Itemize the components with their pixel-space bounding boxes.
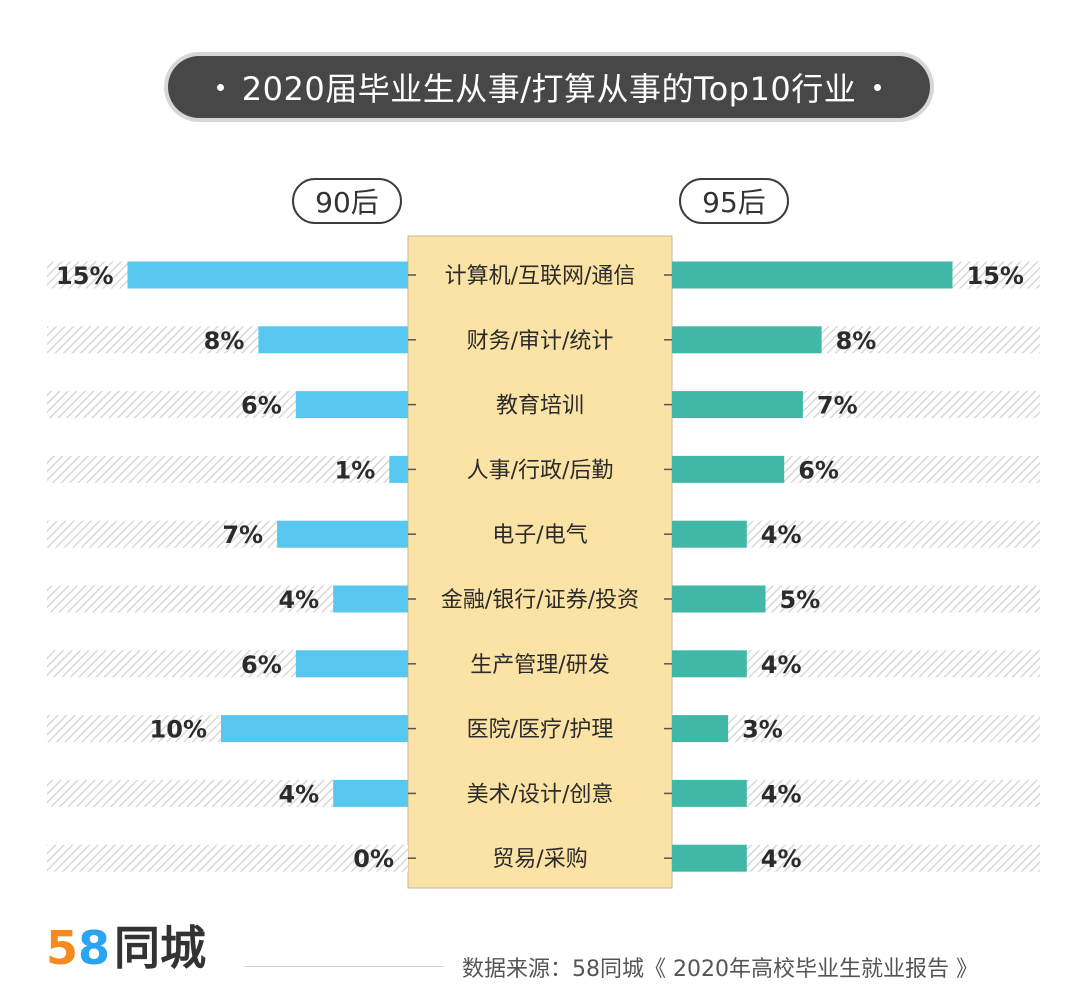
bar-95 [672, 650, 747, 678]
right-track [672, 779, 1040, 807]
category-label: 人事/行政/后勤 [467, 458, 614, 483]
value-label-90: 6% [241, 651, 282, 679]
left-track [47, 715, 408, 743]
bar-95 [672, 779, 747, 807]
right-track [672, 261, 1040, 289]
bar-95 [672, 844, 747, 872]
title-pill: 2020届毕业生从事/打算从事的Top10行业 [168, 56, 930, 118]
category-label: 计算机/互联网/通信 [445, 264, 636, 289]
value-label-95: 4% [761, 845, 802, 873]
category-label: 生产管理/研发 [470, 653, 609, 678]
left-track [47, 261, 408, 289]
bar-95 [672, 391, 803, 419]
footer-divider [245, 966, 443, 967]
value-label-95: 15% [967, 262, 1024, 290]
logo-text: 同城 [114, 921, 207, 975]
value-label-90: 1% [335, 456, 376, 484]
group-label-95: 95后 [679, 178, 789, 224]
category-label: 教育培训 [496, 394, 584, 419]
category-label: 医院/医疗/护理 [467, 718, 614, 743]
category-label: 财务/审计/统计 [467, 329, 614, 354]
value-label-95: 8% [836, 327, 877, 355]
category-label: 电子/电气 [492, 523, 587, 548]
bar-90 [258, 326, 408, 354]
group-label-90: 90后 [292, 178, 402, 224]
value-label-95: 3% [742, 716, 783, 744]
value-label-90: 7% [222, 521, 263, 549]
left-track [47, 650, 408, 678]
bar-95 [672, 520, 747, 548]
right-track [672, 326, 1040, 354]
left-track [47, 391, 408, 419]
bar-90 [277, 520, 408, 548]
left-track [47, 585, 408, 613]
category-label: 贸易/采购 [492, 847, 587, 872]
value-label-90: 0% [353, 845, 394, 873]
left-track [47, 520, 408, 548]
value-label-90: 4% [278, 586, 319, 614]
bar-90 [333, 779, 408, 807]
value-label-90: 15% [56, 262, 113, 290]
right-track [672, 455, 1040, 483]
data-source: 数据来源：58同城《 2020年高校毕业生就业报告 》 [462, 957, 978, 982]
category-label: 金融/银行/证券/投资 [441, 588, 639, 613]
left-track [47, 455, 408, 483]
bar-95 [672, 585, 766, 613]
bar-90 [295, 650, 408, 678]
bar-90 [389, 455, 408, 483]
right-track [672, 585, 1040, 613]
value-label-95: 4% [761, 651, 802, 679]
bar-90 [127, 261, 408, 289]
left-track [47, 326, 408, 354]
value-label-90: 8% [204, 327, 245, 355]
right-track [672, 520, 1040, 548]
category-panel [407, 235, 673, 889]
value-label-95: 6% [798, 456, 839, 484]
chart-title: 2020届毕业生从事/打算从事的Top10行业 [241, 70, 857, 108]
value-label-95: 4% [761, 521, 802, 549]
bar-90 [295, 391, 408, 419]
brand-logo: 58同城 [46, 925, 206, 971]
bar-95 [672, 715, 729, 743]
right-track [672, 844, 1040, 872]
bar-95 [672, 261, 953, 289]
value-label-95: 5% [780, 586, 821, 614]
value-label-95: 4% [761, 780, 802, 808]
category-label: 美术/设计/创意 [467, 782, 614, 807]
value-label-90: 10% [150, 716, 207, 744]
bar-90 [221, 715, 408, 743]
value-label-90: 4% [278, 780, 319, 808]
value-label-90: 6% [241, 392, 282, 420]
left-track [47, 844, 408, 872]
right-track [672, 715, 1040, 743]
logo-digit-5: 5 [46, 921, 79, 975]
right-track [672, 650, 1040, 678]
right-track [672, 391, 1040, 419]
bar-95 [672, 455, 785, 483]
title-bullet-right [874, 83, 882, 91]
logo-digit-8: 8 [78, 921, 111, 975]
value-label-95: 7% [817, 392, 858, 420]
title-bullet-left [216, 83, 224, 91]
bar-95 [672, 326, 822, 354]
bar-90 [333, 585, 408, 613]
left-track [47, 779, 408, 807]
